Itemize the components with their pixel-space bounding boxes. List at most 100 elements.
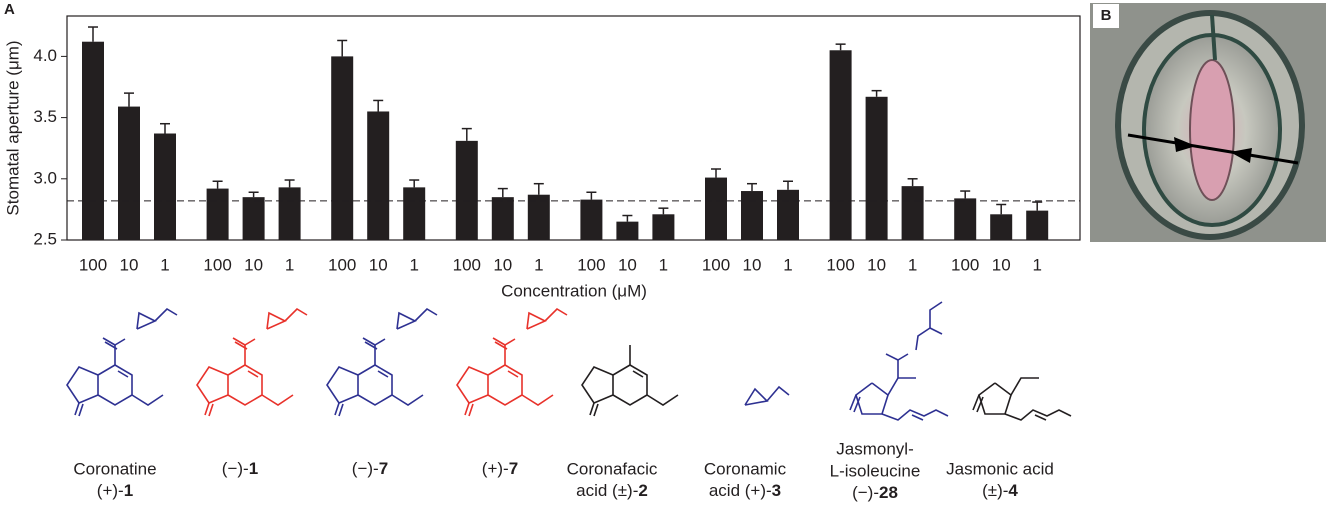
bond <box>972 394 980 411</box>
molecule <box>849 301 949 421</box>
bond <box>853 396 861 413</box>
compound-id: (−)-28 <box>852 483 898 502</box>
bond <box>915 301 943 351</box>
bond <box>97 364 133 406</box>
molecule <box>326 307 438 417</box>
bar <box>777 189 799 240</box>
molecule <box>744 385 790 406</box>
bond <box>456 366 489 404</box>
bond <box>929 327 943 335</box>
bar <box>616 221 639 240</box>
bar <box>206 188 229 240</box>
bond <box>521 394 554 406</box>
x-tick-label: 100 <box>577 255 605 274</box>
compound-number: 7 <box>379 459 388 478</box>
bond <box>978 382 1012 415</box>
bond <box>897 353 909 361</box>
measure-line <box>1127 133 1299 165</box>
bond <box>247 370 259 378</box>
bond <box>911 414 924 421</box>
x-tick-label: 1 <box>160 255 169 274</box>
plot-frame <box>66 15 1081 241</box>
molecule <box>456 307 568 417</box>
x-tick-label: 100 <box>702 255 730 274</box>
bond <box>391 394 424 406</box>
bond <box>526 311 547 330</box>
x-tick-label: 10 <box>867 255 886 274</box>
bar <box>491 197 514 240</box>
stereo-descriptor: (±)- <box>982 481 1008 500</box>
bar <box>154 133 176 240</box>
bar <box>741 191 763 240</box>
x-tick-label: 1 <box>409 255 418 274</box>
bond <box>208 403 214 417</box>
x-tick-label: 1 <box>285 255 294 274</box>
bar <box>705 177 727 240</box>
bar <box>278 187 301 240</box>
bond <box>334 402 340 416</box>
arrowhead <box>1174 137 1196 152</box>
compound-id: (−)-1 <box>222 459 258 478</box>
bond <box>544 307 568 322</box>
bar <box>954 198 977 240</box>
bond <box>887 377 916 396</box>
arrowhead <box>1230 148 1252 163</box>
bond <box>104 341 118 350</box>
compound-name: L-isoleucine <box>830 461 921 480</box>
molecule <box>66 307 178 417</box>
compound-name: Coronatine <box>73 459 156 478</box>
bond <box>507 370 519 378</box>
bond <box>593 403 599 417</box>
bond <box>66 366 99 404</box>
bond <box>464 402 470 416</box>
label-box <box>1093 4 1119 28</box>
bond <box>244 338 256 346</box>
x-tick-label: 100 <box>951 255 979 274</box>
bond <box>492 337 506 346</box>
bar <box>367 111 390 241</box>
compound-number: 4 <box>1008 481 1018 500</box>
stereo-descriptor: acid (±)- <box>576 481 638 500</box>
micrograph: B <box>1090 3 1326 242</box>
bond <box>612 364 648 406</box>
bond <box>266 311 287 330</box>
compound-number: 3 <box>772 481 781 500</box>
compound-name: Coronafacic <box>567 459 658 478</box>
x-tick-label: 100 <box>79 255 107 274</box>
compound-number: 1 <box>124 481 133 500</box>
compound-name: Jasmonyl- <box>836 439 913 458</box>
bond <box>261 394 294 406</box>
stomatal-pore <box>1189 59 1235 201</box>
x-tick-label: 10 <box>992 255 1011 274</box>
bond <box>114 338 126 346</box>
x-tick-label: 1 <box>534 255 543 274</box>
bond <box>74 402 80 416</box>
bond <box>362 337 376 346</box>
x-tick-label: 1 <box>783 255 792 274</box>
bar <box>527 194 550 240</box>
bar <box>1026 210 1049 240</box>
bond <box>855 382 889 415</box>
bar <box>455 140 478 240</box>
compound-name: Coronamic <box>704 459 787 478</box>
bond <box>468 403 474 417</box>
bar <box>990 214 1013 240</box>
x-tick-label: 1 <box>908 255 917 274</box>
stereo-descriptor: (−)- <box>222 459 249 478</box>
bond <box>504 338 516 346</box>
y-tick-label: 4.0 <box>33 46 57 65</box>
bond <box>78 403 84 417</box>
bond <box>357 364 393 406</box>
cell-wall <box>1210 14 1217 61</box>
bond <box>117 370 129 378</box>
bond <box>364 341 378 350</box>
x-tick-label: 100 <box>826 255 854 274</box>
stereo-descriptor: (−)- <box>352 459 379 478</box>
bond <box>487 364 523 406</box>
x-tick-label: 100 <box>203 255 231 274</box>
x-axis-label: Concentration (μM) <box>501 281 647 300</box>
bond <box>102 337 116 346</box>
bond <box>1004 409 1072 421</box>
